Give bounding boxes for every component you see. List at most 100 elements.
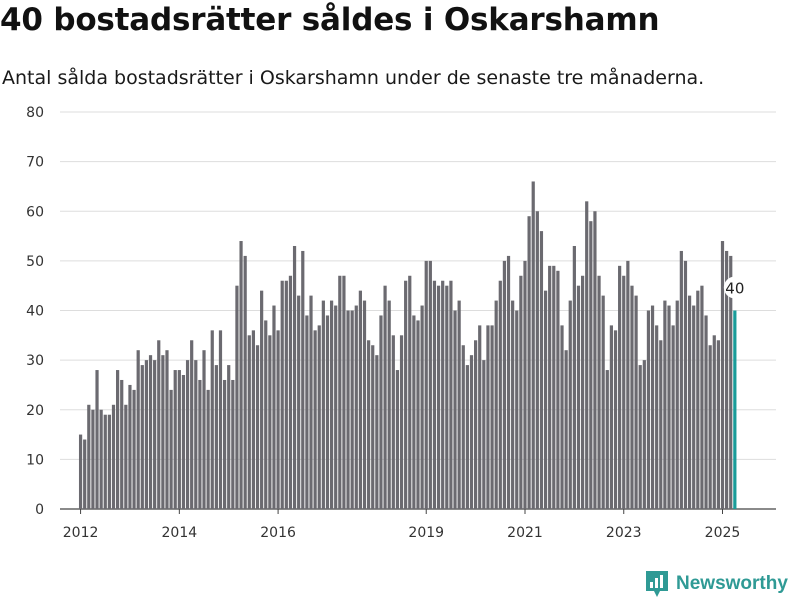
bar: [642, 360, 646, 509]
bar: [284, 280, 288, 509]
bar: [453, 310, 457, 509]
bar: [560, 325, 564, 509]
bar: [663, 300, 667, 509]
bar: [222, 379, 227, 509]
callout-label: 40: [725, 280, 744, 298]
bar: [206, 389, 210, 509]
callout-bubble: [723, 276, 746, 299]
bar: [704, 315, 708, 509]
x-tick-label: 2023: [606, 525, 642, 541]
brand-name: Newsworthy: [676, 573, 788, 594]
bar: [116, 370, 120, 509]
bar: [589, 221, 593, 510]
bar: [609, 325, 614, 509]
bar: [650, 305, 655, 509]
bar: [87, 404, 91, 509]
bar: [465, 365, 469, 509]
bar: [342, 275, 346, 509]
bar: [362, 300, 367, 509]
bar: [679, 250, 683, 509]
bar: [272, 305, 276, 509]
bar: [667, 305, 671, 509]
bar: [235, 285, 239, 509]
bar: [556, 270, 560, 509]
bar: [420, 305, 424, 509]
bar: [83, 439, 87, 509]
y-tick-label: 10: [26, 452, 44, 468]
bar: [412, 315, 416, 509]
bar: [626, 260, 630, 509]
bar: [136, 350, 140, 509]
x-tick-label: 2014: [162, 525, 198, 541]
bar: [502, 260, 507, 509]
bar: [683, 260, 688, 509]
bar: [185, 360, 190, 509]
bar: [515, 310, 519, 509]
bar: [646, 310, 651, 509]
bar: [436, 285, 441, 509]
bar: [161, 355, 165, 509]
bar: [301, 250, 305, 509]
bar: [157, 340, 161, 509]
bar: [568, 300, 572, 509]
bar: [441, 280, 445, 509]
bar: [103, 414, 107, 509]
y-tick-label: 80: [26, 105, 44, 121]
bar: [379, 315, 383, 509]
bar: [181, 375, 186, 509]
bar: [580, 275, 585, 509]
bar: [292, 245, 297, 510]
bar: [535, 211, 539, 509]
last-value-callout: 40: [723, 276, 746, 299]
bar: [383, 285, 387, 509]
bar: [498, 280, 502, 509]
bar: [91, 409, 95, 509]
bar: [227, 365, 231, 509]
bar: [519, 275, 523, 509]
x-tick-label: 2021: [507, 525, 543, 541]
bar: [367, 340, 371, 509]
bar: [239, 241, 243, 509]
bar: [107, 414, 111, 509]
bar: [708, 345, 712, 509]
bar: [124, 404, 128, 509]
bar: [194, 360, 198, 509]
bar: [597, 275, 601, 509]
bar: [375, 355, 379, 509]
bar: [572, 245, 576, 510]
bar: [313, 330, 317, 509]
bar: [585, 201, 589, 509]
bar: [165, 350, 169, 509]
bar: [675, 300, 679, 509]
bar: [548, 265, 552, 509]
bar: [144, 360, 149, 509]
x-tick-label: 2025: [705, 525, 741, 541]
bar: [424, 260, 428, 509]
bar: [469, 355, 474, 509]
bar: [371, 345, 375, 509]
chart-title: 40 bostadsrätter såldes i Oskarshamn: [0, 2, 660, 38]
bar: [725, 250, 729, 509]
bar: [543, 290, 548, 509]
bar: [696, 290, 700, 509]
bar: [622, 275, 626, 509]
bar: [720, 241, 725, 509]
bar: [531, 181, 535, 509]
bar: [634, 295, 638, 509]
bar: [449, 280, 453, 509]
bar: [132, 389, 136, 509]
bar: [490, 325, 494, 509]
bar: [474, 340, 478, 509]
bar: [399, 335, 404, 509]
bar: [288, 275, 293, 509]
bar: [692, 305, 696, 509]
bar: [408, 275, 412, 509]
bar: [218, 330, 223, 509]
bar: [564, 350, 568, 509]
bar: [716, 340, 720, 509]
bar-chart-pin-icon: [646, 571, 668, 597]
bar: [354, 305, 358, 509]
bar: [329, 300, 334, 509]
x-axis: 2012 2014 2016 2019 2021 2023 2025: [63, 509, 741, 541]
